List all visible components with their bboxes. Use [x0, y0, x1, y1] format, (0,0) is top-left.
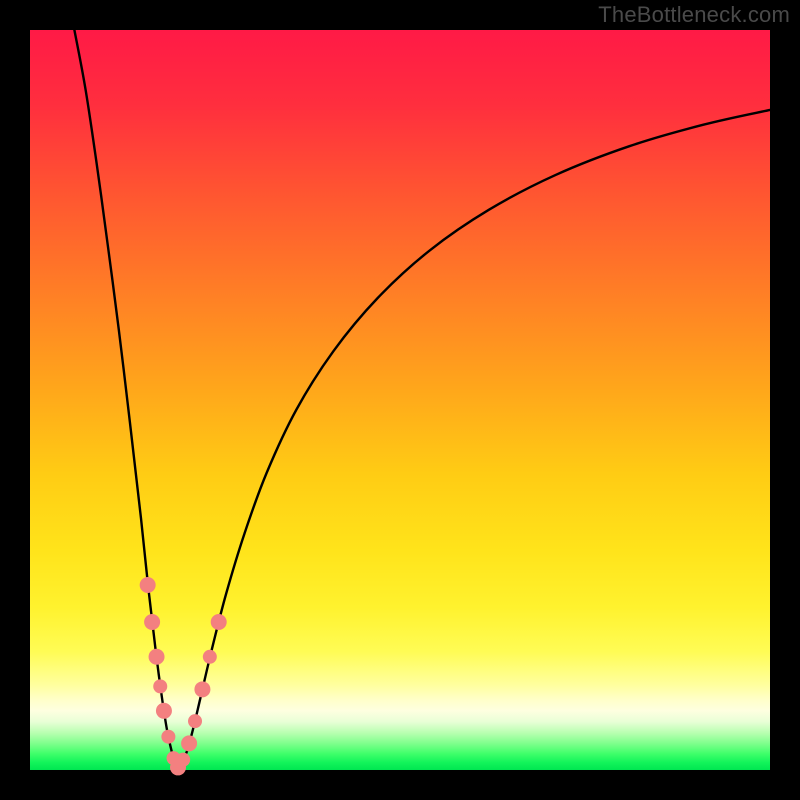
bottleneck-chart — [0, 0, 800, 800]
stage: TheBottleneck.com — [0, 0, 800, 800]
marker-point — [153, 679, 167, 693]
marker-point — [149, 649, 165, 665]
marker-point — [181, 735, 197, 751]
marker-point — [203, 650, 217, 664]
watermark-text: TheBottleneck.com — [598, 2, 790, 28]
marker-point — [144, 614, 160, 630]
plot-area-gradient — [30, 30, 770, 770]
marker-point — [140, 577, 156, 593]
marker-point — [156, 703, 172, 719]
marker-point — [161, 730, 175, 744]
marker-point — [188, 714, 202, 728]
marker-point — [176, 753, 190, 767]
marker-point — [194, 681, 210, 697]
marker-point — [211, 614, 227, 630]
